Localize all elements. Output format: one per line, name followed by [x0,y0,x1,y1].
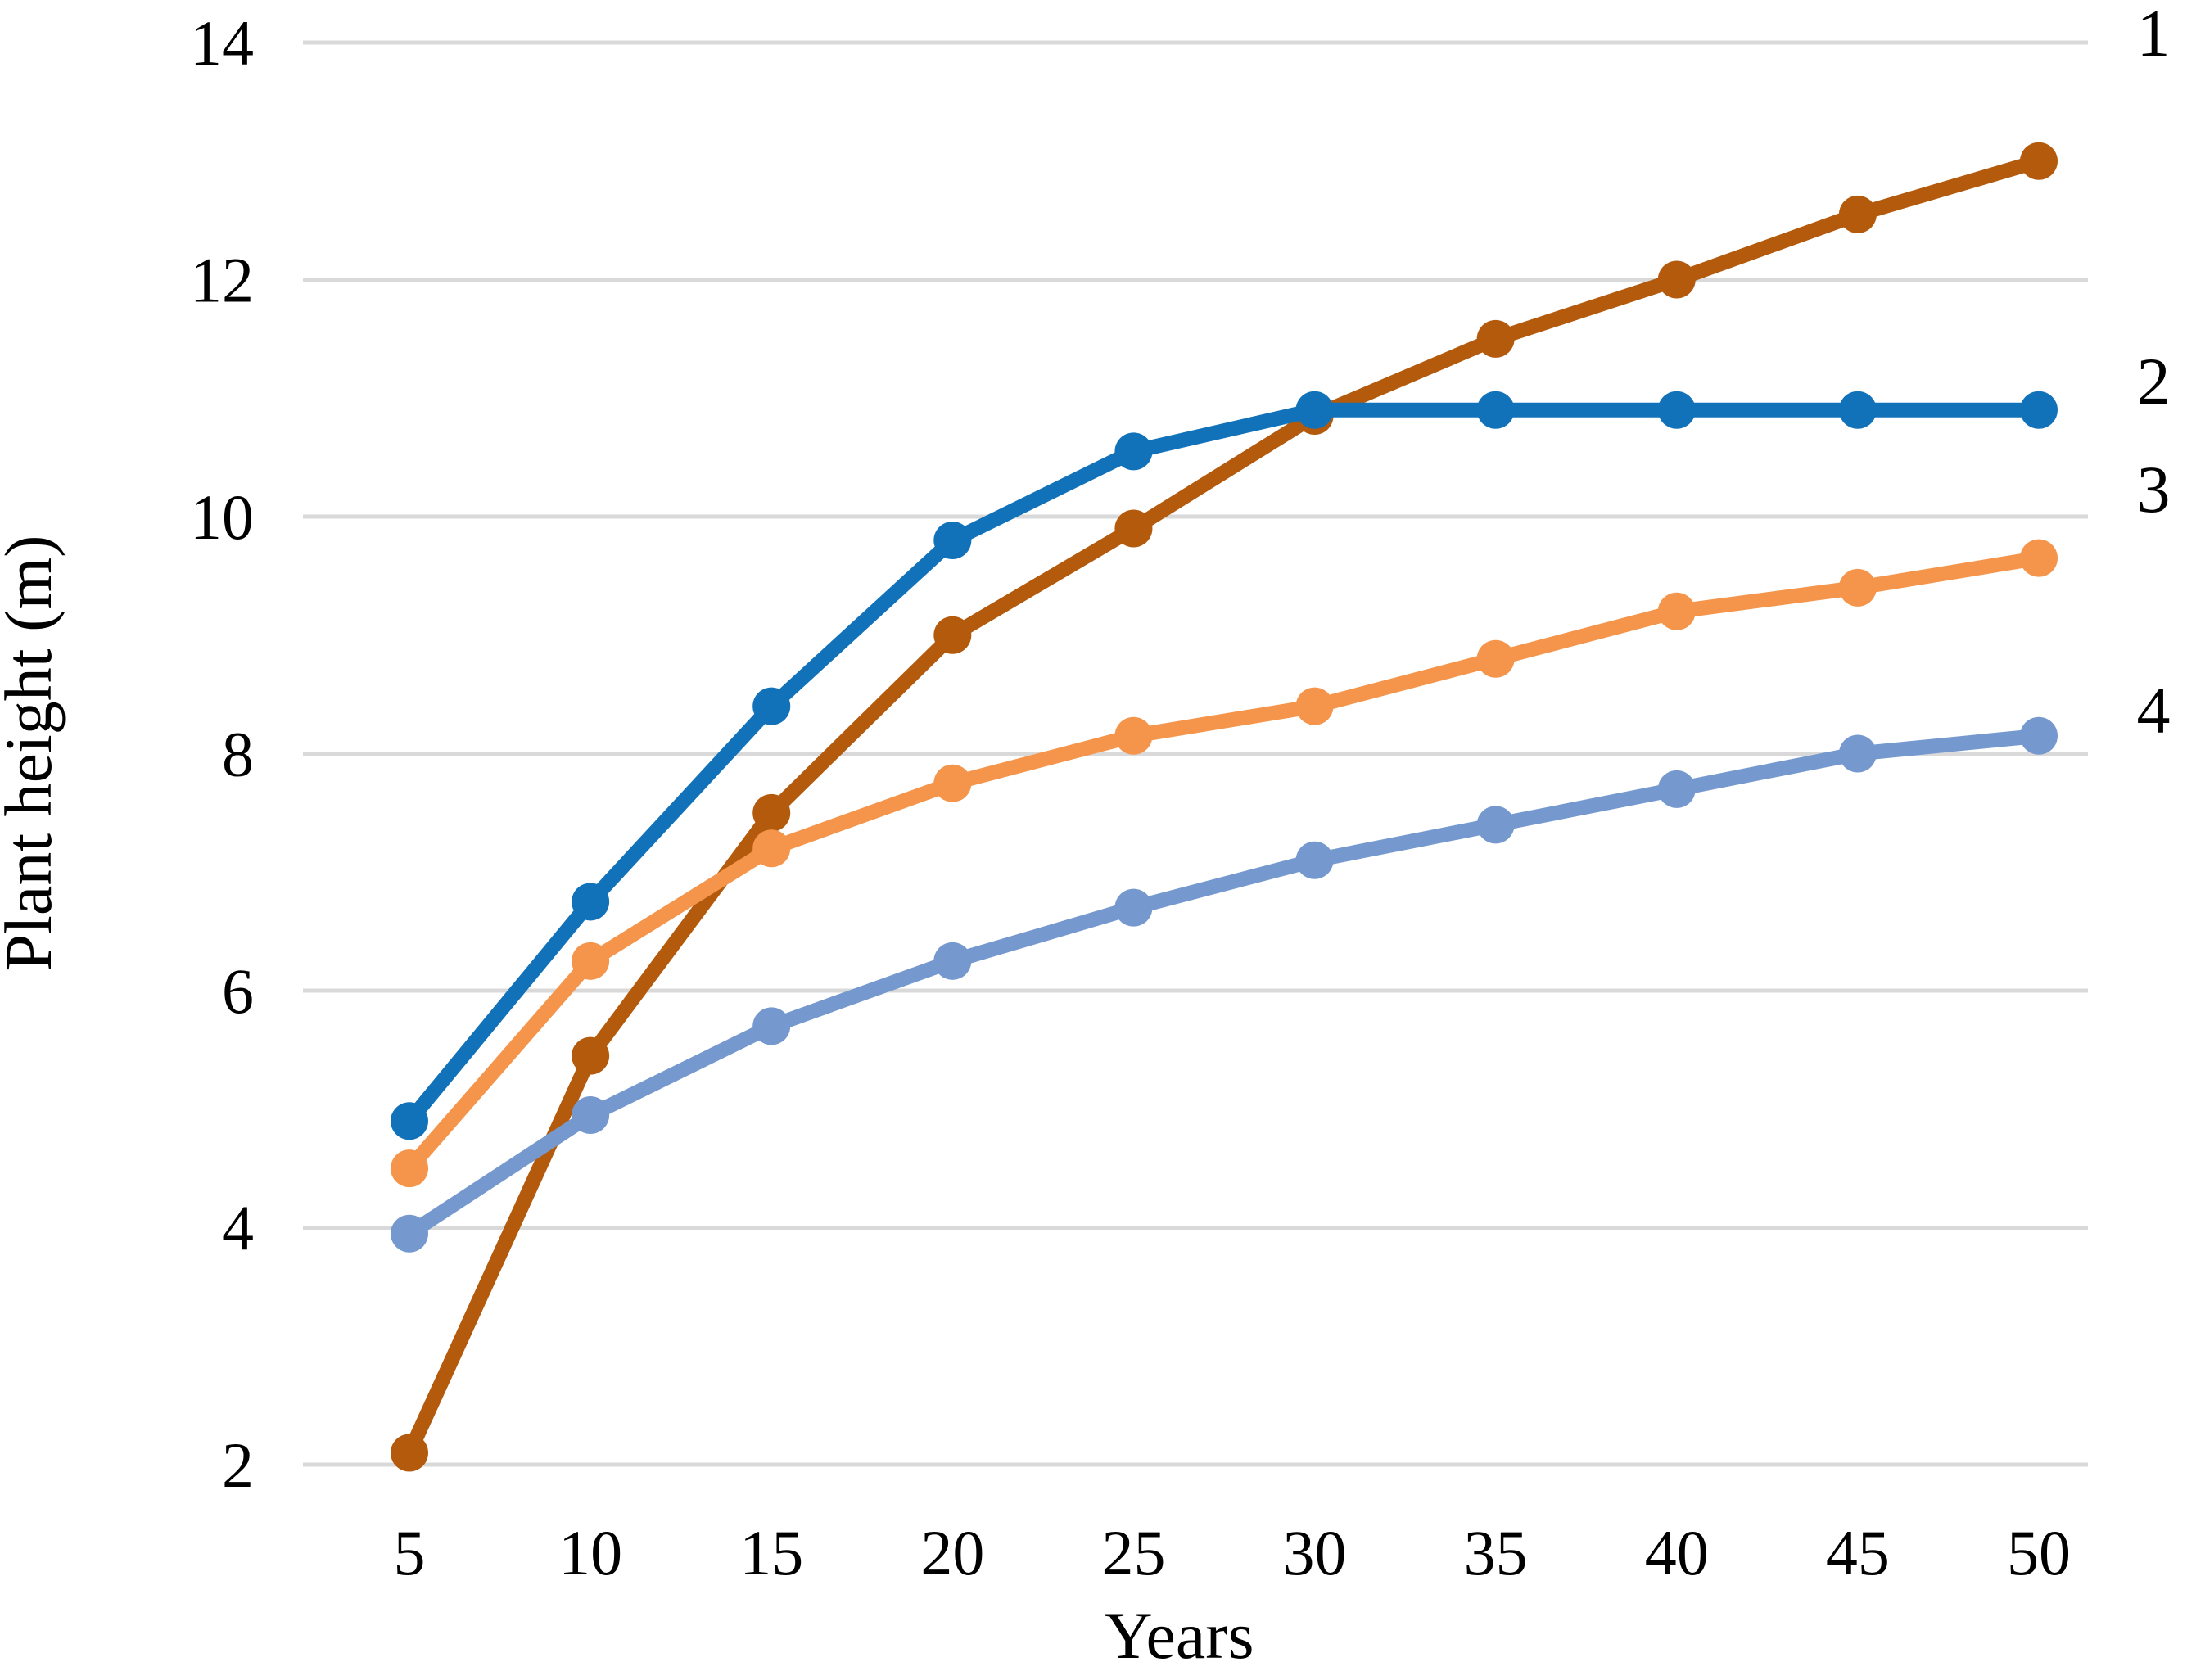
series-1-point [1838,195,1877,233]
series-4-point [391,1214,428,1253]
series-4-point [1838,734,1877,773]
x-tick-label: 25 [1101,1517,1165,1588]
y-tick-label: 6 [222,955,254,1027]
series-2-point [391,1102,428,1140]
x-tick-label: 30 [1283,1517,1347,1588]
series-1-point [752,793,791,832]
x-tick-label: 20 [920,1517,984,1588]
series-2-point [752,687,791,725]
x-axis-tick-labels: 5 10 15 20 25 30 35 40 45 50 [394,1517,2072,1588]
y-tick-label: 4 [222,1193,254,1264]
series-3 [391,539,2058,1188]
series-label-3: 3 [2137,452,2171,526]
series-2-point [1838,391,1877,429]
series-end-labels: 1 2 3 4 [2137,0,2171,747]
series-2 [391,391,2058,1140]
x-tick-label: 45 [1826,1517,1890,1588]
series-1-point [1114,509,1153,548]
series-1 [391,142,2058,1472]
series-1-point [2020,142,2058,180]
series-3-point [752,829,791,868]
series-4-line [402,728,2046,1241]
series-1-point [933,616,972,654]
series-1-point [1476,319,1515,358]
series-3-point [391,1149,428,1188]
series-1-point [391,1434,428,1472]
series-2-point [1476,391,1515,429]
series-2-line [402,402,2046,1129]
series-label-1: 1 [2137,0,2171,70]
x-tick-label: 50 [2007,1517,2071,1588]
y-tick-label: 14 [190,7,254,79]
series-3-point [1657,592,1696,630]
y-tick-label: 8 [222,719,254,790]
series-4-point [1476,806,1515,844]
y-axis-title: Plant height (m) [0,535,66,972]
series-3-line [402,550,2046,1176]
x-tick-label: 40 [1645,1517,1709,1588]
y-axis-tick-labels: 2 4 6 8 10 12 14 [190,7,254,1501]
gridlines [303,40,2088,1467]
series-4 [391,716,2058,1253]
x-tick-label: 5 [394,1517,426,1588]
series-layer [391,142,2058,1472]
series-4-point [2020,716,2058,755]
series-3-point [1838,568,1877,607]
series-2-point [572,883,610,921]
series-4-point [572,1095,610,1134]
series-3-point [1114,716,1153,755]
series-4-point [933,942,972,980]
x-tick-label: 15 [739,1517,803,1588]
x-tick-label: 35 [1464,1517,1528,1588]
y-tick-label: 2 [222,1429,254,1501]
series-4-point [752,1007,791,1045]
series-2-point [2020,391,2058,429]
x-axis-title: Years [1104,1598,1254,1673]
series-1-point [1657,260,1696,299]
series-1-point [572,1036,610,1075]
y-tick-label: 12 [190,245,254,316]
series-4-point [1295,841,1334,879]
series-3-point [933,764,972,802]
series-1-line [402,153,2046,1461]
series-3-point [572,942,610,980]
series-label-2: 2 [2137,344,2171,418]
series-2-point [1295,391,1334,429]
series-label-4: 4 [2137,673,2171,747]
series-2-point [933,521,972,559]
series-3-point [1295,687,1334,725]
series-3-point [2020,539,2058,577]
y-tick-label: 10 [190,481,254,553]
series-4-point [1114,888,1153,927]
series-2-point [1657,391,1696,429]
series-3-point [1476,639,1515,678]
x-tick-label: 10 [558,1517,622,1588]
series-4-point [1657,770,1696,808]
series-2-point [1114,432,1153,471]
